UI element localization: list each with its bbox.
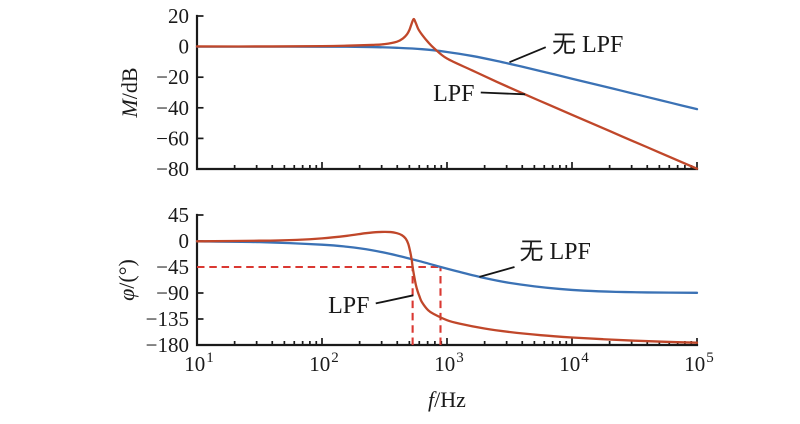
x-axis-title: f/Hz <box>428 387 466 412</box>
y-tick-label: 20 <box>168 4 189 28</box>
y-tick-label: 45 <box>168 203 189 227</box>
y-tick-label: −20 <box>156 65 189 89</box>
y-tick-label: −180 <box>146 333 189 357</box>
y-tick-label: −135 <box>146 307 189 331</box>
wu-lpf-label: 无 LPF <box>520 239 591 265</box>
y-tick-label: −60 <box>156 126 189 150</box>
wu-lpf-label-leader-line <box>479 266 515 278</box>
curve-lpf <box>195 17 699 170</box>
x-tick-label: 105 <box>684 350 714 376</box>
axis-spines <box>195 213 699 347</box>
y-tick-label: 0 <box>179 229 190 253</box>
curve-lpf <box>195 230 699 344</box>
lpf-label: LPF <box>328 293 369 319</box>
lpf-label: LPF <box>433 81 474 107</box>
lpf-label-leader-line <box>375 294 414 305</box>
wu-lpf-label-leader-line <box>509 46 547 64</box>
wu-lpf-label: 无 LPF <box>552 32 623 58</box>
y-tick-label: −45 <box>156 255 189 279</box>
x-tick-label: 104 <box>559 350 589 376</box>
lpf-label-leader-line <box>480 91 526 96</box>
y-tick-label: −80 <box>156 157 189 181</box>
x-tick-label: 103 <box>434 350 464 376</box>
y-tick-label: −40 <box>156 96 189 120</box>
y-tick-label: −90 <box>156 281 189 305</box>
axis-spines <box>195 14 699 171</box>
y-axis-title: M/dB <box>117 67 142 118</box>
curve-wu-lpf <box>195 240 699 294</box>
x-tick-label: 102 <box>309 350 339 376</box>
y-axis-title: φ/(°) <box>114 259 139 301</box>
x-tick-label: 101 <box>184 350 214 376</box>
y-tick-label: 0 <box>179 35 190 59</box>
magnitude-plot: 20 0 −20 −40 −60 −80 无 LPF LPF M/dB <box>117 4 699 181</box>
